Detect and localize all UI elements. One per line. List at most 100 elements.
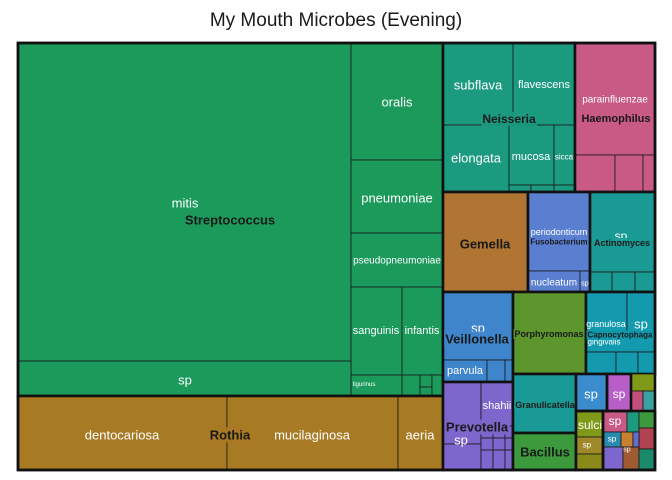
label-gemella-genus: Gemella <box>460 237 511 252</box>
cell-neisseria-elongata <box>442 124 510 193</box>
cell-haemophilus-parainfluenzae <box>574 42 656 156</box>
label-porphyromonas-genus: Porphyromonas <box>514 329 583 339</box>
label-gingivalis: gingivalis <box>588 338 621 347</box>
label-granulosa: granulosa <box>586 319 626 329</box>
label-sulci: sulci <box>578 418 602 432</box>
cell-capnocytophaga-small-3 <box>637 351 656 375</box>
label-veillonella-genus: Veillonella <box>445 332 509 347</box>
label-actinomyces-genus: Actinomyces <box>594 238 650 248</box>
label-misc-sp-6: sp <box>623 447 631 454</box>
label-pneumoniae: pneumoniae <box>361 191 433 206</box>
plot-frame <box>16 41 657 472</box>
label-sicca: sicca <box>555 153 574 162</box>
cell-misc-2 <box>606 373 632 412</box>
cell-neisseria-subflava <box>442 42 514 126</box>
label-streptococcus-genus: Streptococcus <box>185 213 275 228</box>
cell-prevotella-small-1 <box>442 443 482 471</box>
label-sanguinis: sanguinis <box>353 325 400 337</box>
cell-misc-17 <box>638 448 656 471</box>
cell-misc-8 <box>575 453 604 471</box>
cell-misc-18 <box>632 431 640 448</box>
label-granulicatella-genus: Granulicatella <box>515 400 576 410</box>
label-pseudopneumoniae: pseudopneumoniae <box>353 256 441 267</box>
cell-prevotella-small-9 <box>492 449 506 471</box>
label-parainfluenzae: parainfluenzae <box>582 95 648 106</box>
label-streptococcus-genus-bg <box>183 212 277 228</box>
cell-misc-12 <box>602 446 624 471</box>
label-periodonticum: periodonticum <box>531 227 588 237</box>
label-dentocariosa: dentocariosa <box>85 428 160 443</box>
label-veillonella-genus-bg <box>444 331 511 347</box>
cell-capnocytophaga-small-1 <box>585 351 617 375</box>
cell-misc-16 <box>638 427 656 450</box>
label-bacillus-genus: Bacillus <box>520 445 570 460</box>
label-neisseria-genus: Neisseria <box>482 112 536 126</box>
cell-streptococcus-sanguinis <box>350 286 403 376</box>
label-misc-sp-1: sp <box>584 387 598 402</box>
label-haemophilus-genus-bg <box>580 113 652 125</box>
label-capnocytophaga-sp: sp <box>634 317 648 332</box>
cell-haemophilus-small-1 <box>574 154 616 193</box>
cell-streptococcus-small-4 <box>431 374 444 397</box>
cell-haemophilus-small-2 <box>614 154 644 193</box>
label-bacillus-genus-bg <box>519 444 571 460</box>
chart-title: My Mouth Microbes (Evening) <box>209 10 463 31</box>
label-gemella-genus-bg <box>458 236 513 252</box>
cell-streptococcus-small-1 <box>401 374 421 397</box>
cell-haemophilus-small-3 <box>642 154 656 193</box>
label-tigurinus: tigurinus <box>353 382 376 388</box>
label-misc-sp-4: sp <box>583 441 592 450</box>
label-oralis: oralis <box>381 95 413 110</box>
cell-neisseria-mucosa <box>508 124 555 186</box>
label-misc-sp-3: sp <box>609 414 622 428</box>
label-prevotella-sp: sp <box>454 433 468 448</box>
label-nucleatum: nucleatum <box>531 278 577 289</box>
label-capnocytophaga-genus-bg <box>586 330 654 340</box>
cell-veillonella-small-1 <box>486 359 506 383</box>
label-infantis: infantis <box>405 325 440 337</box>
label-misc-sp-5: sp <box>608 435 617 444</box>
label-misc-sp-2: sp <box>613 387 626 401</box>
label-shahii: shahii <box>483 400 512 412</box>
cell-streptococcus-small-2 <box>419 374 433 388</box>
label-rothia-genus: Rothia <box>210 428 251 443</box>
label-prevotella-genus-bg <box>444 419 510 435</box>
cell-actinomyces-sp <box>589 191 656 273</box>
cell-prevotella-small-8 <box>480 449 494 471</box>
cell-actinomyces-small-1 <box>589 271 613 293</box>
label-fusobacterium-sp: sp <box>581 281 589 288</box>
cell-rothia-dentocariosa <box>17 395 228 471</box>
label-subflava: subflava <box>454 78 503 93</box>
label-rothia-genus-bg <box>208 427 252 443</box>
label-aeria: aeria <box>406 428 436 443</box>
label-fusobacterium-genus-bg <box>529 237 589 247</box>
label-mitis: mitis <box>172 196 199 211</box>
label-mucilaginosa: mucilaginosa <box>274 428 351 443</box>
cell-misc-11 <box>620 431 634 448</box>
label-neisseria-genus-bg <box>481 112 538 126</box>
cell-misc-15 <box>638 410 656 429</box>
label-haemophilus-genus: Haemophilus <box>581 113 650 125</box>
label-mucosa: mucosa <box>512 151 551 163</box>
cell-streptococcus-small-3 <box>419 386 433 397</box>
cell-streptococcus-sp <box>17 360 352 397</box>
cell-streptococcus-infantis <box>401 286 444 376</box>
label-porphyromonas-genus-bg <box>513 329 585 339</box>
cell-neisseria-flavescens <box>512 42 576 126</box>
cell-prevotella-small-6 <box>492 437 506 451</box>
cell-misc-5 <box>642 390 656 412</box>
cell-actinomyces-small-2 <box>611 271 636 293</box>
cell-prevotella-small-5 <box>480 437 494 451</box>
cell-rothia-mucilaginosa <box>226 395 399 471</box>
cell-capnocytophaga-small-2 <box>615 351 639 375</box>
label-capnocytophaga-genus: Capnocytophaga <box>588 331 653 340</box>
label-streptococcus-sp: sp <box>178 373 192 388</box>
label-flavescens: flavescens <box>518 79 570 91</box>
label-elongata: elongata <box>451 151 502 166</box>
label-fusobacterium-genus: Fusobacterium <box>530 238 587 247</box>
cell-misc-4 <box>630 390 644 412</box>
label-parvula: parvula <box>447 365 484 377</box>
cell-misc-3 <box>630 373 656 392</box>
cell-actinomyces-small-3 <box>634 271 656 293</box>
